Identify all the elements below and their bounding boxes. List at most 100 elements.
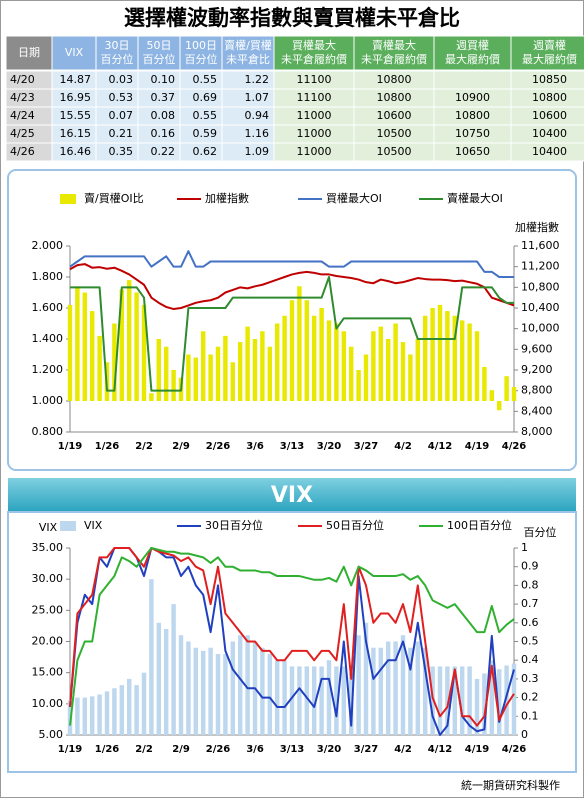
bar bbox=[437, 304, 443, 401]
bar bbox=[371, 647, 376, 735]
legend-label: 30日百分位 bbox=[205, 518, 263, 532]
bar bbox=[215, 346, 221, 401]
x-tick-label: 4/26 bbox=[502, 744, 527, 755]
bar bbox=[511, 387, 517, 401]
bar bbox=[415, 339, 421, 401]
x-tick-label: 2/2 bbox=[135, 441, 153, 452]
bar bbox=[511, 663, 517, 735]
table-header-text: 百分位 bbox=[185, 52, 218, 66]
x-tick-label: 3/6 bbox=[246, 744, 264, 755]
bar bbox=[141, 672, 147, 735]
bar bbox=[186, 641, 191, 735]
bar bbox=[163, 629, 169, 735]
bar bbox=[311, 315, 317, 401]
x-tick-label: 2/2 bbox=[135, 744, 153, 755]
legend-label: 賣權最大OI bbox=[447, 191, 503, 205]
table-cell-text: 15.55 bbox=[60, 109, 92, 122]
table-header-text: 最大履約價 bbox=[445, 52, 500, 66]
table-cell-text: 10600 bbox=[532, 109, 567, 122]
table-header-text: 未平倉履約價 bbox=[361, 52, 427, 66]
bar bbox=[334, 666, 339, 735]
bar bbox=[408, 354, 413, 401]
bar bbox=[341, 666, 347, 735]
legend-label: VIX bbox=[84, 519, 103, 532]
bar bbox=[393, 323, 398, 401]
table-cell-text: 10850 bbox=[532, 73, 567, 86]
legend-label: 賣/買權OI比 bbox=[84, 191, 144, 205]
table-cell-text: 10900 bbox=[455, 91, 490, 104]
x-tick-label: 4/12 bbox=[428, 441, 453, 452]
bar bbox=[445, 311, 450, 401]
bar bbox=[311, 666, 317, 735]
bar bbox=[482, 366, 487, 401]
bar bbox=[334, 323, 339, 401]
y-tick-label: 1.800 bbox=[32, 270, 64, 283]
table-cell-text: 0.08 bbox=[151, 109, 176, 122]
y2-tick-label: 0.4 bbox=[521, 653, 539, 666]
chart-title: VIX bbox=[271, 483, 313, 508]
footer: 統一期貨研究科製作 bbox=[461, 778, 560, 792]
bar bbox=[274, 323, 280, 401]
bar bbox=[378, 326, 384, 401]
bar bbox=[230, 362, 236, 401]
y2-tick-label: 8,400 bbox=[521, 404, 553, 417]
bar bbox=[422, 647, 428, 735]
line bbox=[69, 547, 515, 727]
bar bbox=[149, 579, 154, 735]
y2-tick-label: 10,800 bbox=[521, 280, 560, 293]
table-cell-text: 4/20 bbox=[10, 73, 35, 86]
bar bbox=[474, 331, 480, 401]
bar bbox=[171, 370, 176, 401]
bar bbox=[304, 666, 310, 735]
bar bbox=[452, 315, 458, 401]
x-tick-label: 4/19 bbox=[465, 441, 490, 452]
y2-tick-label: 0.7 bbox=[521, 597, 539, 610]
bar bbox=[237, 342, 243, 401]
bar bbox=[385, 641, 391, 735]
bar bbox=[378, 647, 384, 735]
bar bbox=[496, 401, 502, 411]
table-cell-text: 0.55 bbox=[193, 73, 218, 86]
bar bbox=[97, 335, 102, 401]
bar bbox=[245, 635, 250, 735]
x-tick-label: 4/12 bbox=[428, 744, 453, 755]
table-cell-text: 0.53 bbox=[109, 91, 134, 104]
y-tick-label: 1.000 bbox=[32, 394, 64, 407]
bar bbox=[260, 647, 265, 735]
table-cell-text: 4/23 bbox=[10, 91, 35, 104]
bar bbox=[208, 354, 213, 401]
bar bbox=[215, 653, 221, 735]
y2-tick-label: 0.9 bbox=[521, 560, 539, 573]
bar bbox=[126, 280, 132, 401]
y-tick-label: 1.600 bbox=[32, 301, 64, 314]
table-cell-text: 10500 bbox=[377, 145, 412, 158]
table-header-text: 賣權/買權 bbox=[224, 38, 272, 52]
bar bbox=[141, 304, 147, 401]
table-header-text: 未平倉履約價 bbox=[281, 52, 347, 66]
table-cell-text: 4/26 bbox=[10, 145, 35, 158]
y2-tick-label: 0.3 bbox=[521, 672, 539, 685]
bar bbox=[260, 331, 265, 401]
bar bbox=[297, 666, 302, 735]
legend-label: 加權指數 bbox=[205, 191, 249, 205]
bar bbox=[89, 311, 95, 401]
table-cell-text: 0.37 bbox=[151, 91, 176, 104]
table-cell-text: 14.87 bbox=[60, 73, 92, 86]
table-cell-text: 0.62 bbox=[193, 145, 218, 158]
line bbox=[69, 547, 515, 726]
y2-axis-title: 加權指數 bbox=[515, 220, 559, 234]
bar bbox=[104, 691, 110, 735]
table-cell-text: 1.16 bbox=[245, 127, 270, 140]
y2-tick-label: 0 bbox=[521, 728, 528, 741]
x-tick-label: 2/26 bbox=[206, 441, 231, 452]
x-tick-label: 3/20 bbox=[317, 441, 342, 452]
bar bbox=[385, 339, 391, 401]
table-header-cell bbox=[221, 35, 275, 71]
table-cell-text: 0.07 bbox=[109, 109, 134, 122]
bar bbox=[459, 666, 465, 735]
bar bbox=[112, 323, 117, 401]
table-cell-text: 0.03 bbox=[109, 73, 134, 86]
bar bbox=[348, 346, 354, 401]
bar bbox=[75, 286, 80, 401]
